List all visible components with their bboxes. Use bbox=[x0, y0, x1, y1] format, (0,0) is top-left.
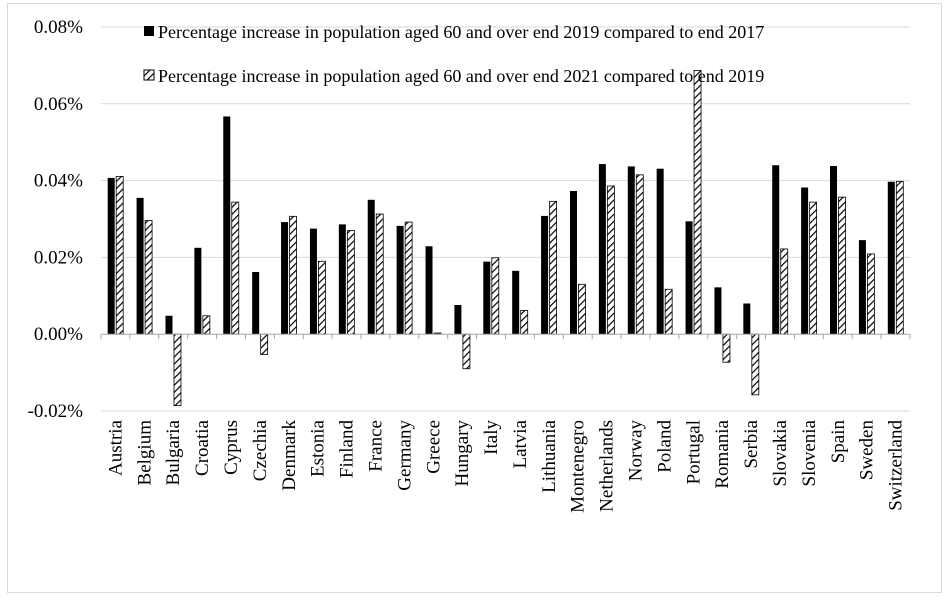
bar-2021-vs-2019-germany bbox=[404, 221, 413, 335]
bar-2019-vs-2017-france bbox=[367, 199, 375, 335]
bar-2019-vs-2017-czechia bbox=[252, 271, 260, 335]
bar-2019-vs-2017-estonia bbox=[309, 228, 317, 335]
bar-2021-vs-2019-switzerland bbox=[895, 180, 904, 335]
bar-2019-vs-2017-hungary bbox=[454, 305, 462, 335]
category-label-czechia: Czechia bbox=[250, 419, 271, 481]
bar-2019-vs-2017-germany bbox=[396, 225, 404, 335]
category-label-austria: Austria bbox=[105, 419, 126, 476]
zero-axis bbox=[100, 333, 911, 340]
category-label-france: France bbox=[365, 420, 386, 472]
bar-2021-vs-2019-poland bbox=[664, 288, 673, 335]
bar-2019-vs-2017-slovenia bbox=[801, 187, 809, 335]
y-tick-label: 0.04% bbox=[34, 171, 83, 192]
category-label-croatia: Croatia bbox=[192, 419, 213, 475]
category-label-portugal: Portugal bbox=[683, 420, 704, 484]
legend-swatch-2019 bbox=[144, 26, 154, 36]
bar-2019-vs-2017-switzerland bbox=[887, 181, 895, 335]
category-label-netherlands: Netherlands bbox=[597, 420, 618, 512]
y-tick-label: 0.06% bbox=[34, 94, 83, 115]
legend-swatch-2021 bbox=[143, 69, 155, 81]
y-tick-label: 0.08% bbox=[34, 17, 83, 38]
bar-2021-vs-2019-hungary bbox=[462, 333, 471, 370]
bar-2021-vs-2019-finland bbox=[346, 230, 355, 335]
bar-2021-vs-2019-cyprus bbox=[231, 201, 240, 335]
category-label-romania: Romania bbox=[712, 419, 733, 488]
bar-2021-vs-2019-czechia bbox=[260, 333, 269, 355]
bar-2021-vs-2019-portugal bbox=[693, 69, 702, 335]
bar-2019-vs-2017-italy bbox=[483, 261, 491, 335]
category-label-poland: Poland bbox=[654, 420, 675, 473]
bar-2021-vs-2019-estonia bbox=[318, 260, 326, 335]
category-label-slovenia: Slovenia bbox=[799, 419, 820, 486]
bar-2021-vs-2019-belgium bbox=[144, 220, 153, 335]
y-tick-label: -0.02% bbox=[28, 401, 84, 422]
legend-label-2021: Percentage increase in population aged 6… bbox=[158, 66, 764, 86]
bar-2021-vs-2019-slovakia bbox=[780, 248, 789, 335]
y-axis-ticks: -0.02% 0.00% 0.02% 0.04% 0.06% 0.08% bbox=[28, 17, 84, 422]
bar-2019-vs-2017-romania bbox=[714, 287, 722, 335]
bar-2019-vs-2017-portugal bbox=[685, 221, 693, 335]
bar-2019-vs-2017-sweden bbox=[858, 240, 866, 335]
bar-2019-vs-2017-austria bbox=[107, 177, 115, 335]
bar-2019-vs-2017-netherlands bbox=[598, 164, 606, 335]
legend-label-2019: Percentage increase in population aged 6… bbox=[158, 22, 764, 42]
bar-2019-vs-2017-lithuania bbox=[541, 215, 549, 335]
category-label-cyprus: Cyprus bbox=[221, 420, 242, 475]
category-label-sweden: Sweden bbox=[857, 420, 878, 481]
bar-2021-vs-2019-latvia bbox=[520, 309, 529, 335]
bar-2021-vs-2019-slovenia bbox=[809, 201, 818, 335]
bar-2021-vs-2019-romania bbox=[722, 333, 731, 363]
legend: Percentage increase in population aged 6… bbox=[143, 22, 764, 86]
category-label-denmark: Denmark bbox=[279, 420, 300, 491]
bar-2021-vs-2019-serbia bbox=[751, 333, 760, 396]
bar-2019-vs-2017-cyprus bbox=[223, 116, 231, 335]
bar-2019-vs-2017-greece bbox=[425, 246, 433, 335]
category-label-greece: Greece bbox=[423, 420, 444, 474]
category-label-finland: Finland bbox=[337, 420, 358, 479]
category-label-montenegro: Montenegro bbox=[568, 420, 589, 513]
category-label-belgium: Belgium bbox=[134, 420, 155, 486]
bar-2019-vs-2017-latvia bbox=[512, 270, 520, 335]
bar-2021-vs-2019-france bbox=[375, 213, 384, 335]
bar-2021-vs-2019-norway bbox=[635, 174, 644, 335]
category-label-serbia: Serbia bbox=[741, 419, 762, 468]
bar-2019-vs-2017-montenegro bbox=[569, 190, 577, 335]
category-label-lithuania: Lithuania bbox=[539, 419, 560, 492]
bar-2019-vs-2017-denmark bbox=[281, 222, 289, 335]
y-tick-label: 0.02% bbox=[34, 247, 83, 268]
category-label-hungary: Hungary bbox=[452, 420, 473, 487]
bar-2019-vs-2017-poland bbox=[656, 168, 664, 335]
bar-2019-vs-2017-croatia bbox=[194, 247, 202, 335]
bar-2019-vs-2017-norway bbox=[627, 166, 635, 335]
bar-2021-vs-2019-lithuania bbox=[549, 200, 557, 335]
category-label-italy: Italy bbox=[481, 420, 502, 455]
y-tick-label: 0.00% bbox=[34, 324, 83, 345]
bar-2021-vs-2019-denmark bbox=[289, 215, 297, 335]
bar-2019-vs-2017-serbia bbox=[743, 303, 751, 335]
bar-2019-vs-2017-slovakia bbox=[772, 165, 780, 335]
category-label-estonia: Estonia bbox=[308, 419, 329, 477]
category-label-latvia: Latvia bbox=[510, 419, 531, 468]
bar-2021-vs-2019-spain bbox=[838, 196, 846, 335]
bar-2021-vs-2019-austria bbox=[115, 175, 124, 335]
bars bbox=[107, 69, 904, 407]
category-label-spain: Spain bbox=[828, 420, 849, 464]
bar-2021-vs-2019-italy bbox=[491, 257, 500, 335]
bar-2021-vs-2019-bulgaria bbox=[173, 333, 182, 407]
category-label-switzerland: Switzerland bbox=[886, 420, 907, 511]
bar-2021-vs-2019-sweden bbox=[867, 253, 875, 335]
bar-2019-vs-2017-finland bbox=[338, 224, 346, 335]
bar-2021-vs-2019-montenegro bbox=[578, 283, 586, 335]
bar-2021-vs-2019-croatia bbox=[202, 315, 211, 335]
category-label-bulgaria: Bulgaria bbox=[163, 419, 184, 485]
category-label-slovakia: Slovakia bbox=[770, 419, 791, 486]
bar-2019-vs-2017-bulgaria bbox=[165, 315, 173, 335]
category-label-germany: Germany bbox=[394, 420, 415, 491]
bar-2019-vs-2017-spain bbox=[830, 166, 838, 335]
bar-2021-vs-2019-netherlands bbox=[606, 185, 615, 335]
bar-2019-vs-2017-belgium bbox=[136, 197, 144, 335]
category-label-norway: Norway bbox=[626, 420, 647, 482]
x-axis-categories: Austria Belgium Bulgaria Croatia Cyprus Czech… bbox=[105, 419, 906, 512]
